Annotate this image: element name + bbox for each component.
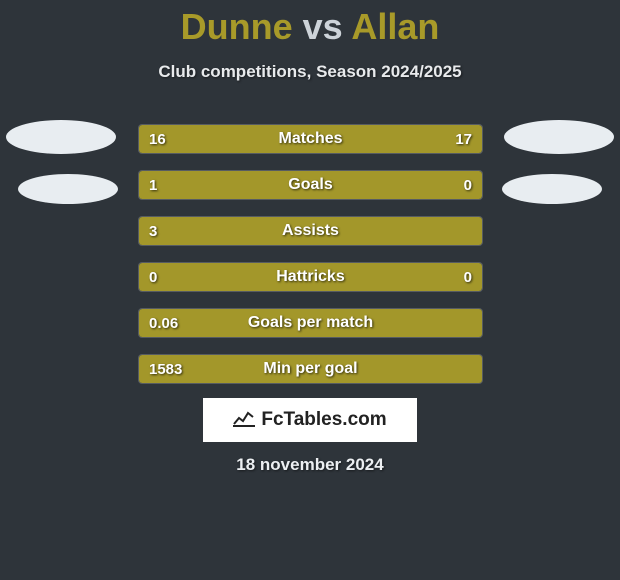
stat-label: Goals per match: [139, 309, 482, 337]
chart-line-icon: [233, 409, 255, 432]
stat-bar: 0.06Goals per match: [138, 308, 483, 338]
logo-text: FcTables.com: [261, 409, 386, 431]
comparison-bars: 1617Matches 10Goals 3Assists 00Hattricks 0.0…: [138, 124, 483, 400]
page-title: Dunne vs Allan: [0, 0, 620, 48]
player2-name: Allan: [351, 6, 439, 47]
player1-club-placeholder: [18, 174, 118, 204]
vs-separator: vs: [303, 6, 343, 47]
stat-label: Assists: [139, 217, 482, 245]
player1-avatar-placeholder: [6, 120, 116, 154]
stat-bar: 3Assists: [138, 216, 483, 246]
fctables-logo: FcTables.com: [203, 398, 417, 442]
stat-label: Matches: [139, 125, 482, 153]
date-label: 18 november 2024: [0, 455, 620, 475]
stat-bar: 00Hattricks: [138, 262, 483, 292]
stat-bar: 1617Matches: [138, 124, 483, 154]
player2-avatar-placeholder: [504, 120, 614, 154]
stat-label: Hattricks: [139, 263, 482, 291]
stat-bar: 10Goals: [138, 170, 483, 200]
stat-label: Min per goal: [139, 355, 482, 383]
subtitle: Club competitions, Season 2024/2025: [0, 62, 620, 82]
stat-label: Goals: [139, 171, 482, 199]
player1-name: Dunne: [181, 6, 293, 47]
stat-bar: 1583Min per goal: [138, 354, 483, 384]
player2-club-placeholder: [502, 174, 602, 204]
